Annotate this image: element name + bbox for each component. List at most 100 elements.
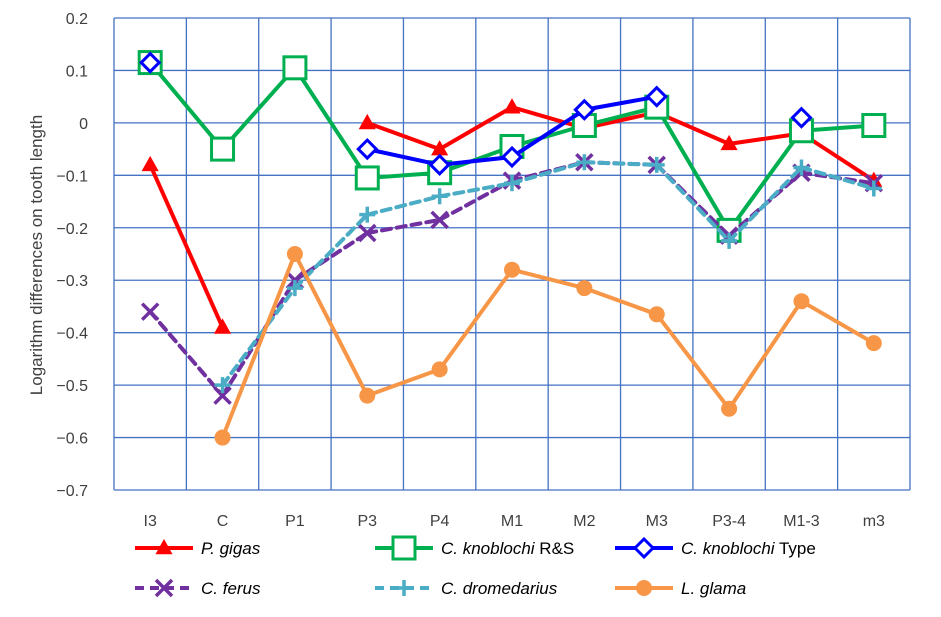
data-point: [428, 153, 451, 176]
x-tick-label: M1: [501, 513, 523, 530]
legend-label: L. glama: [681, 579, 746, 598]
data-point: [431, 140, 449, 156]
series-layer: [137, 50, 887, 446]
legend-label-part: R&S: [535, 539, 575, 558]
data-point: [214, 429, 231, 446]
data-point: [359, 387, 376, 404]
x-tick-label: P1: [285, 513, 305, 530]
data-point: [865, 335, 882, 352]
x-tick-label: I3: [144, 513, 157, 530]
legend-marker: [154, 578, 174, 598]
legend-item-2: C. knoblochi Type: [615, 536, 816, 560]
x-axis-ticks: I3 C P1 P3 P4 M1 M2 M3 P3-4 M1-3 m3: [144, 513, 886, 530]
legend: P. gigas C. knoblochi R&S C. knoblochi Typ…: [135, 535, 816, 598]
data-point: [645, 85, 668, 108]
x-tick-label: P3-4: [712, 513, 746, 530]
x-tick-label: M3: [646, 513, 668, 530]
data-point: [500, 145, 524, 169]
series-line-segment: [292, 252, 370, 398]
y-tick-label: −0.3: [56, 273, 88, 290]
series-line-segment: [365, 147, 442, 167]
data-point: [721, 400, 738, 417]
y-tick-label: −0.6: [56, 431, 88, 448]
series-line-segment: [148, 60, 225, 152]
data-point: [648, 156, 665, 173]
data-point: [865, 180, 882, 197]
legend-marker: [391, 535, 417, 561]
series-line-segment: [510, 267, 587, 291]
series-line-segment: [654, 312, 732, 411]
y-tick-label: −0.7: [56, 483, 88, 500]
y-tick-label: 0: [79, 116, 88, 133]
series-line-segment: [148, 162, 225, 330]
y-tick-label: 0.2: [66, 11, 88, 28]
series-line-segment: [727, 299, 804, 411]
legend-marker: [632, 536, 656, 560]
data-point: [140, 302, 160, 321]
legend-label: C. knoblochi R&S: [441, 539, 574, 558]
data-point: [721, 232, 738, 249]
legend-marker: [636, 580, 652, 596]
legend-label-part: C. ferus: [201, 579, 261, 598]
series-line-segment: [799, 165, 876, 191]
legend-label-part: C. dromedarius: [441, 579, 558, 598]
y-tick-label: −0.2: [56, 221, 88, 238]
legend-label-part: Type: [775, 539, 816, 558]
data-point: [210, 136, 236, 162]
data-point: [573, 98, 596, 121]
series-5: [214, 246, 882, 446]
series-line-segment: [365, 120, 442, 152]
series-line-segment: [582, 94, 659, 112]
y-tick-label: −0.5: [56, 378, 88, 395]
data-point: [793, 293, 810, 310]
series-line-segment: [727, 128, 804, 233]
series-2: [139, 51, 813, 176]
series-line-segment: [437, 105, 514, 152]
data-point: [504, 261, 520, 278]
legend-marker: [155, 539, 173, 555]
data-point: [576, 154, 593, 171]
data-point: [431, 188, 448, 205]
series-line-segment: [437, 267, 514, 372]
data-point: [286, 280, 303, 297]
legend-label-part: C. knoblochi: [441, 539, 536, 558]
legend-label: P. gigas: [201, 539, 261, 558]
data-point: [213, 318, 232, 334]
data-point: [359, 206, 376, 223]
legend-label: C. ferus: [201, 579, 261, 598]
series-line-segment: [654, 162, 732, 243]
series-line-segment: [292, 231, 370, 283]
data-point: [503, 98, 521, 114]
series-line-segment: [365, 217, 442, 236]
series-line-segment: [582, 160, 659, 167]
series-line-segment: [220, 286, 297, 388]
data-point: [141, 155, 159, 172]
y-axis-label: Logarithm differences on tooth length: [27, 115, 46, 395]
y-tick-label: −0.1: [56, 168, 88, 185]
legend-label: C. dromedarius: [441, 579, 558, 598]
x-tick-label: C: [217, 513, 229, 530]
series-line-segment: [365, 194, 442, 217]
y-axis-ticks: 0.2 0.1 0 −0.1 −0.2 −0.3 −0.4 −0.5 −0.6 −0.7: [56, 11, 88, 500]
series-line-segment: [437, 154, 514, 167]
series-line-segment: [148, 309, 225, 398]
series-line-segment: [365, 367, 442, 398]
series-line-segment: [292, 65, 370, 180]
data-point: [431, 361, 448, 378]
series-line-segment: [654, 105, 732, 233]
y-tick-label: 0.1: [66, 63, 88, 80]
series-line-segment: [437, 181, 514, 199]
legend-item-4: C. dromedarius: [375, 579, 558, 598]
series-line-segment: [510, 107, 587, 159]
series-line-segment: [727, 165, 804, 243]
legend-label-part: L. glama: [681, 579, 746, 598]
data-point: [576, 280, 593, 297]
legend-label: C. knoblochi Type: [681, 539, 816, 558]
legend-item-0: P. gigas: [135, 539, 261, 558]
legend-marker: [396, 580, 412, 596]
series-line-segment: [510, 160, 587, 186]
data-point: [213, 386, 232, 405]
x-tick-label: m3: [863, 513, 885, 530]
